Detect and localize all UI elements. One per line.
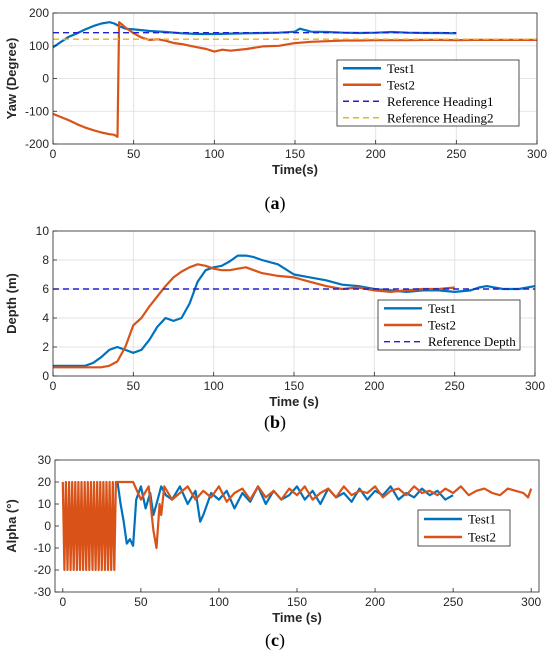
legend-label-0: Test1 (468, 512, 496, 527)
x-tick-label-1: 50 (127, 147, 141, 161)
y-axis-label: Depth (m) (4, 273, 19, 334)
y-axis-label: Yaw (Degree) (4, 38, 19, 120)
legend-label-1: Test2 (387, 77, 415, 92)
panel-a: 0 50 100 150 200 250 300 -200 -100 0 100 200 Time(s)… (0, 0, 550, 190)
x-tick-label-2: 100 (204, 379, 224, 393)
caption-a: (a) (264, 193, 286, 213)
x-tick-label-4: 200 (365, 595, 385, 609)
y-tick-label-2: -10 (34, 541, 52, 555)
y-tick-label-6: 30 (38, 453, 52, 467)
x-tick-label-6: 300 (521, 595, 541, 609)
caption-c: (c) (265, 630, 285, 650)
caption-b: (b) (263, 412, 286, 432)
x-tick-label-0: 0 (59, 595, 66, 609)
series-line-test1 (53, 254, 536, 367)
y-tick-label-2: 0 (42, 72, 49, 86)
x-axis-label: Time(s) (272, 162, 318, 177)
y-tick-label-3: 6 (42, 282, 49, 296)
y-tick-label-4: 8 (42, 253, 49, 267)
x-axis-label: Time (s) (269, 394, 319, 409)
legend-label-0: Test1 (387, 61, 415, 76)
x-tick-label-1: 50 (127, 379, 141, 393)
y-tick-label-1: 2 (42, 340, 49, 354)
series-group (52, 21, 537, 138)
y-tick-label-5: 10 (36, 224, 50, 238)
depth-chart: 0 50 100 150 200 250 300 0 2 4 6 8 10 Time (s) Depth (… (4, 224, 545, 409)
y-tick-label-5: 20 (38, 475, 52, 489)
y-tick-label-1: -20 (34, 563, 52, 577)
legend-label-1: Test2 (468, 530, 496, 545)
caption-a-letter: a (270, 193, 280, 213)
series-line-test2 (53, 263, 455, 369)
series-line-test2 (61, 480, 533, 572)
y-tick-label-3: 0 (44, 519, 51, 533)
legend-label-2: Reference Heading1 (387, 94, 493, 109)
x-axis-label: Time (s) (272, 610, 322, 625)
legend-box (336, 59, 520, 127)
y-tick-label-2: 4 (42, 311, 49, 325)
y-tick-label-0: -200 (25, 137, 49, 151)
panel-c: 0 50 100 150 200 250 300 -30 -20 -10 0 10 20 30 Time (… (0, 440, 550, 630)
y-tick-label-0: 0 (42, 369, 49, 383)
x-tick-label-3: 150 (287, 595, 307, 609)
x-tick-label-6: 300 (527, 147, 547, 161)
legend-label-2: Reference Depth (428, 334, 516, 349)
y-tick-label-3: 100 (29, 39, 49, 53)
y-tick-label-0: -30 (34, 585, 52, 599)
x-tick-label-3: 150 (285, 147, 305, 161)
x-tick-label-2: 100 (204, 147, 224, 161)
y-axis-label: Alpha (°) (4, 499, 19, 553)
alpha-chart: 0 50 100 150 200 250 300 -30 -20 -10 0 10 20 30 Time (… (4, 453, 542, 625)
series-group (61, 480, 533, 572)
caption-c-letter: c (271, 630, 279, 650)
x-tick-label-5: 250 (446, 147, 466, 161)
x-tick-label-6: 300 (525, 379, 545, 393)
series-group (53, 254, 536, 369)
series-line-test1 (52, 21, 457, 49)
x-tick-label-5: 250 (443, 595, 463, 609)
series-line-test2 (52, 21, 537, 138)
legend: Test1 Test2 (417, 509, 511, 547)
legend-label-0: Test1 (428, 301, 456, 316)
panel-b: 0 50 100 150 200 250 300 0 2 4 6 8 10 Time (s) Depth (… (0, 222, 550, 412)
x-tick-label-4: 200 (364, 379, 384, 393)
y-tick-label-1: -100 (25, 104, 49, 118)
legend-label-1: Test2 (428, 318, 456, 333)
x-tick-label-0: 0 (50, 147, 57, 161)
caption-b-letter: b (269, 412, 280, 432)
x-tick-label-3: 150 (284, 379, 304, 393)
x-tick-label-2: 100 (209, 595, 229, 609)
x-tick-label-0: 0 (50, 379, 57, 393)
y-tick-label-4: 200 (29, 6, 49, 20)
legend-box (417, 509, 511, 547)
yaw-chart: 0 50 100 150 200 250 300 -200 -100 0 100 200 Time(s)… (4, 6, 547, 177)
x-tick-label-5: 250 (445, 379, 465, 393)
x-tick-label-1: 50 (134, 595, 148, 609)
legend-label-3: Reference Heading2 (387, 110, 493, 125)
y-tick-label-4: 10 (38, 497, 52, 511)
x-tick-label-4: 200 (366, 147, 386, 161)
